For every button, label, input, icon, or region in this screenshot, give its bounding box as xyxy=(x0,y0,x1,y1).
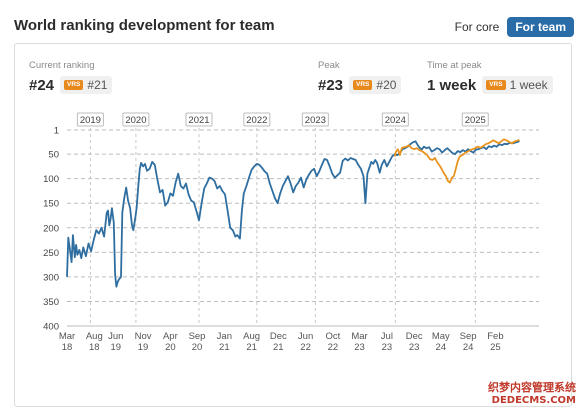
x-tick-year: 21 xyxy=(273,342,284,353)
x-tick-year: 19 xyxy=(138,342,149,353)
x-tick-month: Jul xyxy=(381,331,393,342)
y-tick-label: 150 xyxy=(43,199,59,210)
vrs-series-line xyxy=(393,138,520,184)
y-tick-label: 1 xyxy=(54,126,59,137)
vrs-icon: VRS xyxy=(486,80,506,90)
y-tick-label: 200 xyxy=(43,223,59,234)
peak-stat: Peak #23 VRS #20 xyxy=(318,60,402,94)
y-tick-label: 300 xyxy=(43,272,59,283)
x-tick-year: 24 xyxy=(463,342,474,353)
year-marker-box xyxy=(461,112,489,127)
year-marker-box xyxy=(122,112,150,127)
x-tick-month: Aug xyxy=(86,331,103,342)
year-marker-label: 2021 xyxy=(188,115,209,126)
year-marker-box xyxy=(243,112,271,127)
current-ranking-value: #24 xyxy=(29,76,55,94)
x-tick-month: Apr xyxy=(163,331,178,342)
x-tick-year: 21 xyxy=(246,342,257,353)
watermark-line1: 织梦内容管理系统 xyxy=(488,381,576,394)
y-tick-label: 350 xyxy=(43,297,59,308)
peak-label: Peak xyxy=(318,60,340,71)
ranking-card: Current ranking #24 VRS #21 Peak #23 VRS… xyxy=(14,43,572,407)
peak-vrs-badge: VRS #20 xyxy=(349,76,402,94)
y-tick-label: 400 xyxy=(43,322,59,333)
time-at-peak-stat: Time at peak 1 week VRS 1 week xyxy=(427,60,553,94)
x-tick-month: Dec xyxy=(406,331,423,342)
y-tick-label: 50 xyxy=(48,150,59,161)
x-tick-year: 22 xyxy=(300,342,311,353)
x-tick-month: Aug xyxy=(243,331,260,342)
x-tick-month: May xyxy=(432,331,450,342)
x-tick-month: Mar xyxy=(351,331,367,342)
time-at-peak-vrs-value: 1 week xyxy=(509,78,548,92)
page-title: World ranking development for team xyxy=(14,17,275,34)
x-tick-month: Jun xyxy=(298,331,313,342)
current-vrs-value: #21 xyxy=(87,78,108,92)
x-tick-year: 23 xyxy=(409,342,420,353)
time-at-peak-label: Time at peak xyxy=(427,60,482,71)
year-marker-box xyxy=(301,112,329,127)
x-tick-year: 24 xyxy=(436,342,447,353)
x-tick-month: Mar xyxy=(59,331,75,342)
team-series-line xyxy=(66,140,520,288)
x-tick-year: 19 xyxy=(110,342,121,353)
peak-value: #23 xyxy=(318,76,344,94)
x-tick-year: 22 xyxy=(328,342,339,353)
watermark: 织梦内容管理系统 DEDECMS.COM xyxy=(488,379,576,406)
year-marker-label: 2022 xyxy=(246,115,267,126)
x-tick-month: Dec xyxy=(270,331,287,342)
year-marker-box xyxy=(185,112,213,127)
x-tick-year: 20 xyxy=(192,342,203,353)
x-tick-month: Nov xyxy=(135,331,152,342)
time-at-peak-value: 1 week xyxy=(427,76,477,94)
x-tick-month: Sep xyxy=(460,331,477,342)
for-core-option[interactable]: For core xyxy=(454,20,500,34)
year-marker-label: 2024 xyxy=(385,115,406,126)
y-tick-label: 250 xyxy=(43,248,59,259)
x-tick-year: 18 xyxy=(89,342,100,353)
current-ranking-label: Current ranking xyxy=(29,60,95,71)
for-team-option[interactable]: For team xyxy=(507,17,574,37)
y-tick-label: 100 xyxy=(43,174,59,185)
current-vrs-badge: VRS #21 xyxy=(60,76,113,94)
watermark-line2: DEDECMS.COM xyxy=(491,395,576,406)
x-tick-year: 21 xyxy=(219,342,230,353)
x-tick-year: 23 xyxy=(354,342,365,353)
x-tick-month: Jan xyxy=(217,331,232,342)
peak-vrs-value: #20 xyxy=(376,78,397,92)
vrs-icon: VRS xyxy=(353,80,373,90)
x-tick-year: 25 xyxy=(490,342,501,353)
current-ranking-stat: Current ranking #24 VRS #21 xyxy=(29,60,113,94)
x-tick-year: 20 xyxy=(165,342,176,353)
x-tick-year: 23 xyxy=(382,342,393,353)
year-marker-label: 2019 xyxy=(80,115,101,126)
year-marker-box xyxy=(381,112,409,127)
year-marker-label: 2020 xyxy=(125,115,146,126)
x-tick-month: Jun xyxy=(108,331,123,342)
time-at-peak-vrs-badge: VRS 1 week xyxy=(482,76,553,94)
year-marker-box xyxy=(76,112,104,127)
year-marker-label: 2023 xyxy=(305,115,326,126)
x-tick-month: Sep xyxy=(189,331,206,342)
x-tick-month: Oct xyxy=(326,331,341,342)
vrs-icon: VRS xyxy=(64,80,84,90)
year-marker-label: 2025 xyxy=(465,115,486,126)
x-tick-year: 18 xyxy=(62,342,73,353)
x-tick-month: Feb xyxy=(487,331,503,342)
core-team-toggle: For core For team xyxy=(455,17,574,37)
